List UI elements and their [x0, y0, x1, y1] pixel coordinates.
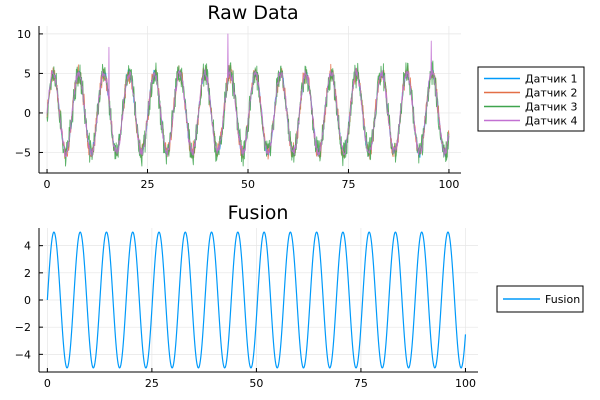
fusion-xtick-label-50: 50 — [249, 377, 263, 390]
legend-label-sensor-3: Датчик 3 — [525, 101, 578, 114]
raw-data-xtick-label-100: 100 — [438, 178, 459, 191]
fusion-panel: Fusion 0 25 50 75 100 −4 −2 0 2 4 Fusion — [15, 202, 584, 390]
fusion-series-group — [46, 231, 467, 369]
raw-data-ytick-label-0: 0 — [24, 107, 31, 120]
raw-data-title: Raw Data — [207, 2, 298, 24]
raw-data-series-4-line — [46, 33, 450, 158]
raw-data-ytick-label-5: 5 — [24, 67, 31, 80]
raw-data-xtick-label-50: 50 — [241, 178, 255, 191]
fusion-xtick-label-75: 75 — [354, 377, 368, 390]
raw-data-ticks: 0 25 50 75 100 −5 0 5 10 — [15, 28, 460, 191]
legend-label-fusion: Fusion — [545, 293, 580, 306]
fusion-ticks: 0 25 50 75 100 −4 −2 0 2 4 — [15, 240, 476, 390]
fusion-ytick-label-2: 2 — [24, 267, 31, 280]
fusion-xtick-label-0: 0 — [44, 377, 51, 390]
legend-label-sensor-2: Датчик 2 — [525, 87, 578, 100]
raw-data-series-group — [46, 33, 450, 167]
raw-data-xtick-label-25: 25 — [141, 178, 155, 191]
legend-label-sensor-1: Датчик 1 — [525, 73, 578, 86]
raw-data-ytick-label-10: 10 — [17, 28, 31, 41]
fusion-ytick-label-0: 0 — [24, 294, 31, 307]
fusion-ytick-label--2: −2 — [15, 321, 31, 334]
fusion-legend: Fusion — [496, 285, 584, 313]
raw-data-xtick-label-0: 0 — [44, 178, 51, 191]
fusion-ytick-label--4: −4 — [15, 348, 31, 361]
raw-data-ytick-label--5: −5 — [15, 146, 31, 159]
fusion-ytick-label-4: 4 — [24, 240, 31, 253]
raw-data-panel: Raw Data 0 25 50 75 100 −5 0 5 10 Датчик 1 Датчи… — [15, 2, 585, 191]
raw-data-xtick-label-75: 75 — [341, 178, 355, 191]
fusion-xtick-label-100: 100 — [455, 377, 476, 390]
legend-label-sensor-4: Датчик 4 — [525, 115, 578, 128]
fusion-xtick-label-25: 25 — [145, 377, 159, 390]
fusion-series-1-line — [46, 231, 467, 369]
raw-data-legend: Датчик 1 Датчик 2 Датчик 3 Датчик 4 — [477, 66, 585, 132]
fusion-title: Fusion — [228, 202, 289, 224]
